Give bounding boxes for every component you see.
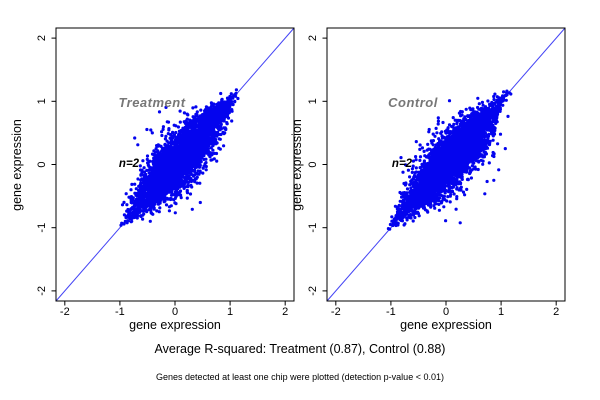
y-tick-label: -1 <box>307 223 319 233</box>
x-tick-label: 0 <box>172 306 178 318</box>
y-tick-label: -2 <box>36 286 48 296</box>
plot-box <box>326 27 566 302</box>
panel-control: -2 -1 0 1 2 -2 -1 0 1 2 Control n=2 gene expressi… <box>290 27 566 332</box>
x-tick-label: -2 <box>331 306 341 318</box>
plot-box <box>55 27 295 302</box>
panel-title: Treatment <box>118 95 185 110</box>
axis-ticks: -2 -1 0 1 2 -2 -1 0 1 2 <box>307 35 559 318</box>
scatter-points <box>386 89 513 231</box>
x-tick-label: 1 <box>498 306 504 318</box>
y-tick-label: 2 <box>36 35 48 41</box>
x-tick-label: -1 <box>386 306 396 318</box>
caption-r-squared: Average R-squared: Treatment (0.87), Con… <box>155 342 446 356</box>
x-tick-label: -2 <box>60 306 70 318</box>
x-tick-label: 2 <box>553 306 559 318</box>
x-tick-label: 0 <box>443 306 449 318</box>
x-tick-label: 2 <box>282 306 288 318</box>
x-tick-label: -1 <box>115 306 125 318</box>
y-axis-label: gene expression <box>10 119 24 211</box>
x-axis-label: gene expression <box>129 318 221 332</box>
y-tick-label: 0 <box>307 161 319 167</box>
y-tick-label: 2 <box>307 35 319 41</box>
caption-note: Genes detected at least one chip were pl… <box>156 372 444 382</box>
axis-ticks: -2 -1 0 1 2 -2 -1 0 1 2 <box>36 35 288 318</box>
n-annotation: n=2 <box>392 158 413 170</box>
y-tick-label: -1 <box>36 223 48 233</box>
panel-treatment: -2 -1 0 1 2 -2 -1 0 1 2 Treatment n=2 gene expres… <box>10 27 295 332</box>
y-tick-label: -2 <box>307 286 319 296</box>
y-tick-label: 1 <box>36 98 48 104</box>
x-tick-label: 1 <box>227 306 233 318</box>
scatter-points <box>119 88 240 227</box>
y-tick-label: 1 <box>307 98 319 104</box>
n-annotation: n=2 <box>119 158 140 170</box>
x-axis-label: gene expression <box>400 318 492 332</box>
panel-title: Control <box>388 95 438 110</box>
y-tick-label: 0 <box>36 161 48 167</box>
y-axis-label: gene expression <box>290 119 304 211</box>
